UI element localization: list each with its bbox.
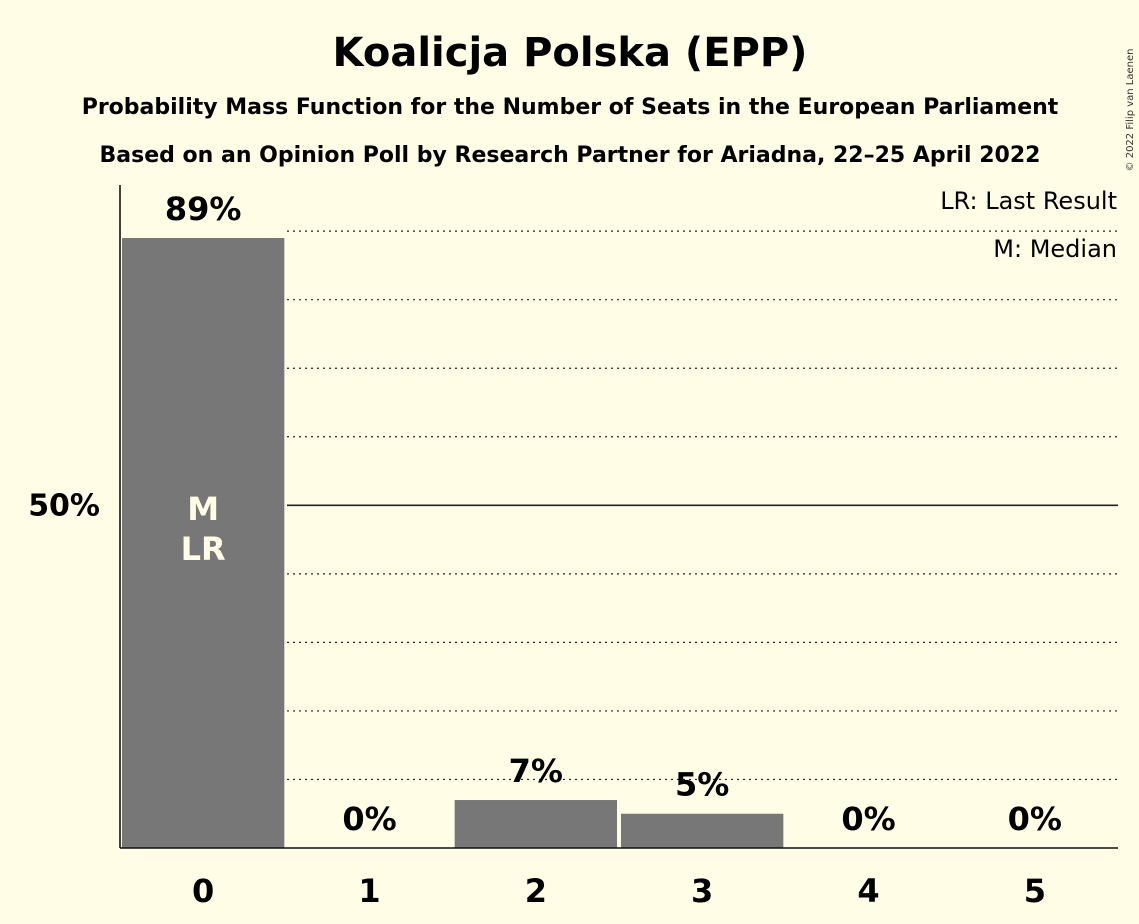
x-tick-2: 2 [525,872,547,910]
bar-3 [621,813,784,848]
legend: LR: Last Result M: Median [940,187,1117,263]
legend-entry-1: M: Median [993,235,1117,263]
x-tick-3: 3 [691,872,713,910]
chart-subtitle: Probability Mass Function for the Number… [82,95,1059,120]
x-tick-4: 4 [857,872,879,910]
legend-entry-0: LR: Last Result [940,187,1117,215]
bars-group: 89% MLR 0 0% 1 7% 2 5% 3 0% 4 0% 5 [122,190,1062,910]
value-label-1: 0% [342,800,396,838]
y-tick-50: 50% [28,488,100,523]
bar-annotation-m: M [187,490,219,528]
value-label-5: 0% [1008,800,1062,838]
value-label-4: 0% [841,800,895,838]
value-label-0: 89% [165,190,242,228]
grid-lines [287,230,1118,781]
value-label-3: 5% [675,766,729,804]
bar-0 [122,238,285,848]
chart-title: Koalicja Polska (EPP) [333,30,808,76]
x-tick-1: 1 [358,872,380,910]
bar-annotation-lr: LR [181,530,226,568]
x-tick-0: 0 [192,872,214,910]
x-tick-5: 5 [1024,872,1046,910]
chart-subtitle-2: Based on an Opinion Poll by Research Par… [100,143,1041,168]
copyright-note: © 2022 Filip van Laenen [1125,49,1136,172]
axes-group: 50% [28,185,1118,849]
bar-2 [454,800,617,848]
value-label-2: 7% [509,752,563,790]
